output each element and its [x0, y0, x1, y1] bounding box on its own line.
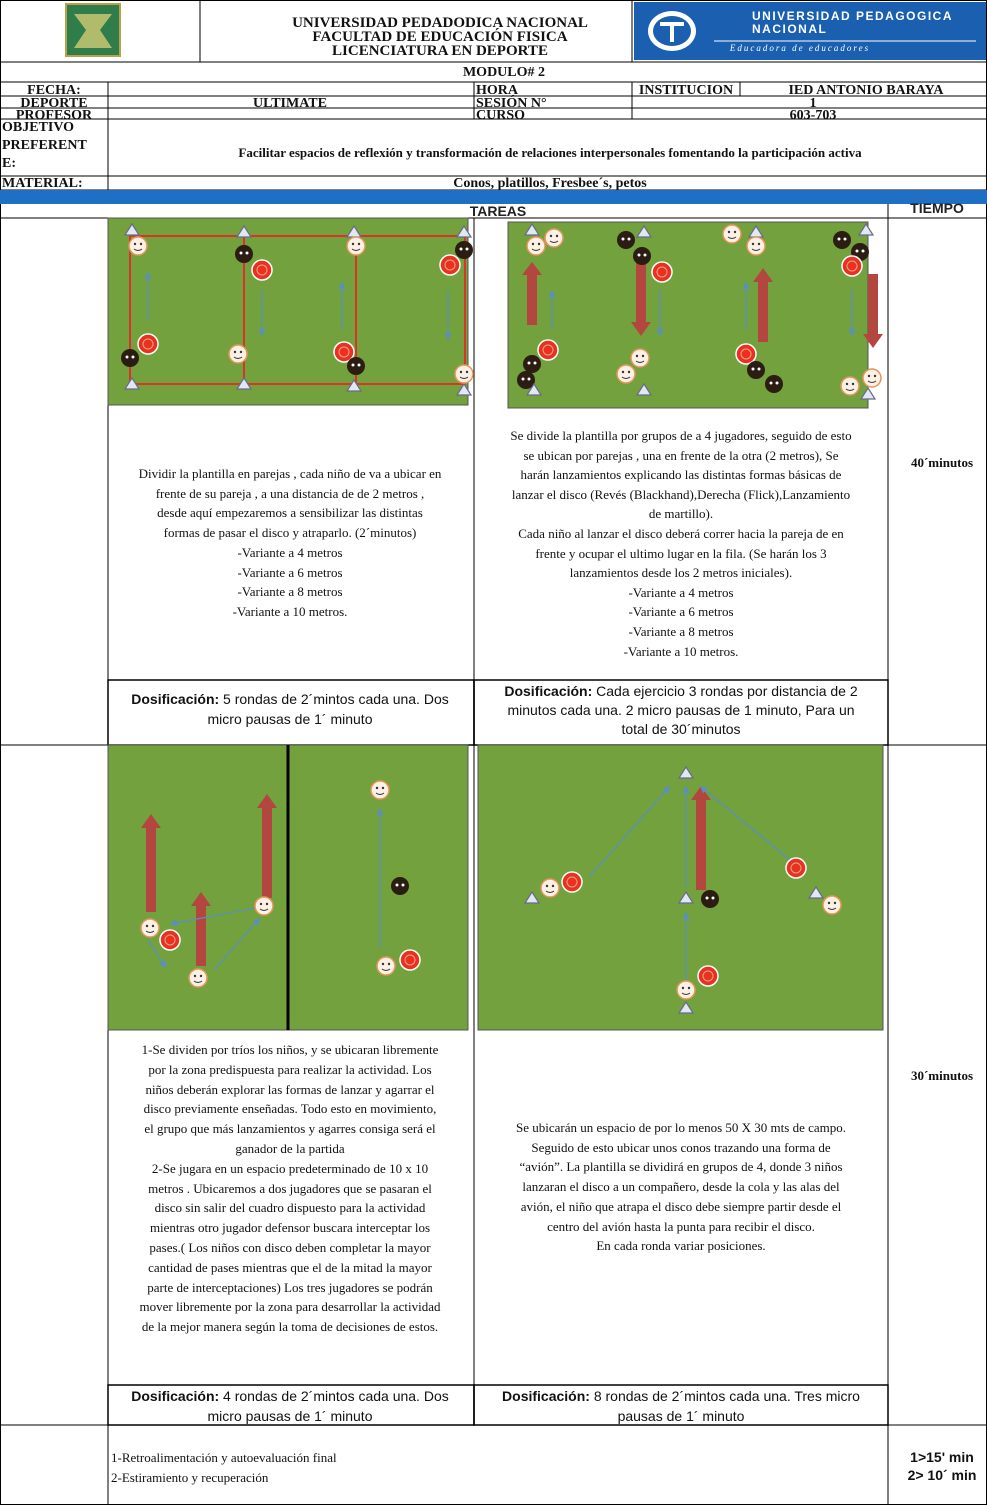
activity-text: centro del avión hasta la punta para rec…: [547, 1218, 815, 1234]
dosage-label: Dosificación:: [131, 1388, 220, 1404]
dosage-line: micro pausas de 1´ minuto: [208, 1408, 373, 1424]
time: 1>15' min: [910, 1449, 974, 1465]
activity-text: mover libremente por la zona para desarr…: [139, 1299, 441, 1315]
dosage-label: Dosificación:: [504, 683, 593, 699]
activity-text: En cada ronda variar posiciones.: [596, 1238, 766, 1254]
label: E:: [2, 156, 16, 171]
activity-text: de la mejor manera según la toma de deci…: [141, 1319, 439, 1335]
label: PREFERENT: [2, 138, 87, 153]
time: 2> 10´ min: [907, 1467, 977, 1483]
activity-text: Seguido de esto ubicar unos conos trazan…: [531, 1139, 831, 1155]
activity-text: 2-Estiramiento y recuperación: [111, 1470, 269, 1485]
activity-text: formas de pasar el disco y atraparlo. (2…: [163, 525, 417, 541]
program: LICENCIATURA EN DEPORTE: [332, 43, 548, 59]
activity-text: por la zona predispuesta para realizar l…: [148, 1061, 432, 1077]
activity-text: avión, el niño que atrapa el disco debe …: [520, 1198, 842, 1214]
dosage-line: Dosificación: Cada ejercicio 3 rondas po…: [504, 683, 857, 699]
label: OBJETIVO: [2, 120, 75, 135]
dosage-text: 4 rondas de 2´mintos cada una. Dos: [223, 1388, 449, 1404]
activity-text: Dividir la plantilla en parejas , cada n…: [138, 466, 442, 481]
dosage-line: Dosificación: 8 rondas de 2´mintos cada …: [502, 1388, 860, 1404]
activity-text: mientras otro jugador defensor buscara i…: [149, 1220, 431, 1236]
activity-text: disco previamente enseñadas. Todo esto e…: [143, 1101, 437, 1117]
material: Conos, platillos, Fresbee´s, petos: [453, 176, 647, 191]
activity-text: lanzamientos desde los 2 metros iniciale…: [569, 565, 793, 581]
dosage-text: minutos cada una. 2 micro pausas de 1 mi…: [507, 702, 855, 718]
dosage-text: micro pausas de 1´ minuto: [207, 711, 373, 727]
column-header: TIEMPO: [910, 200, 964, 216]
activity-text: cantidad de pases mientras que el de la …: [148, 1259, 432, 1275]
logo-name: UNIVERSIDAD PEDAGOGICA: [752, 9, 954, 23]
logo-motto: Educadora de educadores: [729, 43, 871, 53]
label: CURSO: [476, 108, 526, 123]
activity-text: Cada niño al lanzar el disco deberá corr…: [518, 526, 844, 541]
dosage-text: 8 rondas de 2´mintos cada una. Tres micr…: [593, 1388, 860, 1404]
dosage-text: total de 30´minutos: [621, 721, 741, 737]
column-header: TAREAS: [469, 203, 527, 219]
activity-text: -Variante a 10 metros.: [232, 603, 348, 619]
activity-text: parte de interceptaciones) Los tres juga…: [147, 1279, 433, 1295]
activity-text: desde aquí empezaremos a sensibilizar la…: [157, 505, 423, 521]
dosage-text: 5 rondas de 2´mintos cada una. Dos: [223, 691, 449, 707]
value: 603-703: [789, 108, 837, 123]
activity-text: Se divide la plantilla por grupos de a 4…: [510, 428, 852, 443]
activity-text: pases.( Los niños con disco deben comple…: [149, 1240, 431, 1255]
dosage-line: minutos cada una. 2 micro pausas de 1 mi…: [507, 702, 854, 718]
dosage-label: Dosificación:: [131, 691, 220, 707]
dosage-text: pausas de 1´ minuto: [617, 1408, 745, 1424]
activity-text: lanzaran el disco a un compañero, desde …: [522, 1179, 840, 1195]
activity-text: -Variante a 8 metros: [628, 624, 734, 639]
dosage-text: Cada ejercicio 3 rondas por distancia de…: [596, 683, 858, 699]
label: FECHA:: [27, 83, 81, 98]
activity-text: lanzar el disco (Revés (Blackhand),Derec…: [511, 486, 851, 502]
activity-text: el grupo que más lanzamientos y agarres …: [144, 1121, 436, 1137]
university: UNIVERSIDAD PEDADODICA NACIONAL: [292, 15, 588, 31]
label: HORA: [476, 83, 518, 98]
activity-text: -Variante a 4 metros: [628, 584, 734, 600]
activity-text: frente de su pareja , a una distancia de…: [155, 485, 425, 501]
value: 1: [809, 96, 817, 111]
value: IED ANTONIO BARAYA: [788, 83, 944, 98]
dosage-line: pausas de 1´ minuto: [618, 1408, 745, 1424]
activity-text: disco sin salir del cuadro dispuesto par…: [154, 1200, 426, 1216]
dosage-line: Dosificación: 5 rondas de 2´mintos cada …: [131, 691, 449, 707]
activity-text: metros . Ubicaremos a dos jugadores que …: [148, 1180, 432, 1196]
activity-text: 2-Se jugara en un espacio predeterminado…: [151, 1160, 429, 1176]
activity-text: de martillo).: [648, 506, 714, 522]
dosage-line: micro pausas de 1´ minuto: [208, 711, 373, 727]
activity-text: 1-Se dividen por tríos los niños, y se u…: [141, 1042, 439, 1057]
value: ULTIMATE: [253, 96, 327, 111]
label: INSTITUCION: [638, 83, 734, 98]
dosage-text: micro pausas de 1´ minuto: [207, 1408, 373, 1424]
activity-text: frente y ocupar el ultimo lugar en la fi…: [535, 545, 827, 561]
time: 40´minutos: [910, 455, 974, 470]
objective: Facilitar espacios de reflexión y transf…: [238, 145, 862, 160]
activity-text: harán lanzamientos explicando las distin…: [520, 467, 842, 483]
activity-text: niños deberán explorar las formas de lan…: [145, 1081, 435, 1097]
dosage-label: Dosificación:: [502, 1388, 590, 1404]
faculty: FACULTAD DE EDUCACIÓN FISICA: [312, 29, 568, 45]
dosage-line: total de 30´minutos: [621, 721, 740, 737]
label: DEPORTE: [20, 96, 88, 111]
label: MATERIAL:: [2, 176, 83, 191]
activity-text: se ubican por parejas , una en frente de…: [523, 447, 839, 463]
activity-text: -Variante a 6 metros: [237, 564, 343, 580]
activity-text: Se ubicarán un espacio de por lo menos 5…: [516, 1120, 846, 1135]
activity-text: ganador de la partida: [235, 1141, 345, 1156]
time: 30´minutos: [910, 1068, 974, 1083]
dosage-line: Dosificación: 4 rondas de 2´mintos cada …: [131, 1388, 449, 1404]
activity-text: -Variante a 6 metros: [628, 604, 734, 620]
activity-text: -Variante a 10 metros.: [623, 643, 739, 659]
label: SESIÓN N°: [476, 96, 547, 111]
label: PROFESOR: [15, 108, 93, 123]
activity-text: “avión”. La plantilla se dividirá en gru…: [519, 1159, 843, 1175]
logo-name: NACIONAL: [752, 22, 828, 36]
module: MODULO# 2: [462, 65, 546, 80]
activity-text: -Variante a 8 metros: [237, 584, 343, 600]
activity-text: 1-Retroalimentación y autoevaluación fin…: [111, 1450, 337, 1465]
activity-text: -Variante a 4 metros: [237, 544, 343, 560]
